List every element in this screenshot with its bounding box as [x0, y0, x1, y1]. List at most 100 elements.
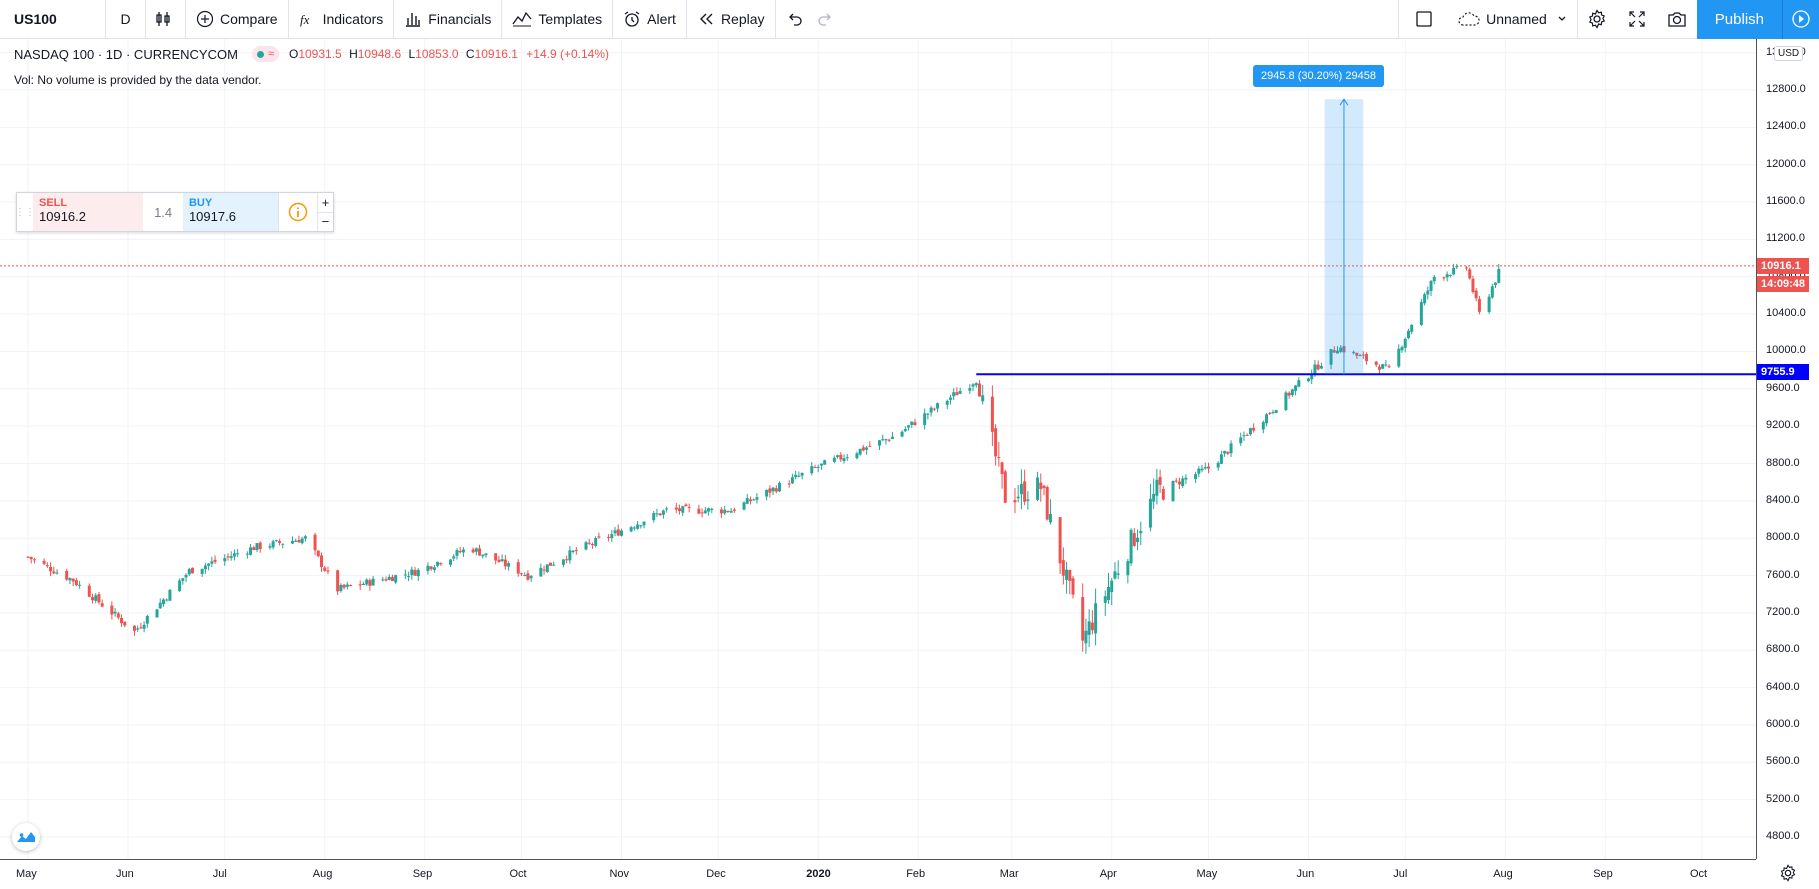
legend-title[interactable]: NASDAQ 100 · 1D · CURRENCYCOM [14, 46, 238, 62]
candle-body [413, 570, 417, 576]
price-tick-label: 7600.0 [1766, 568, 1800, 581]
publish-button[interactable]: Publish [1696, 0, 1782, 39]
candle-body [1361, 354, 1365, 356]
candle-body [278, 540, 282, 543]
low-value: 10853.0 [415, 47, 459, 61]
candle-body [1129, 529, 1133, 564]
settings-button[interactable] [1576, 0, 1617, 39]
candle-body [132, 625, 136, 631]
candle-body [1358, 355, 1362, 357]
indicators-button[interactable]: fx Indicators [289, 0, 395, 39]
candle-body [207, 563, 211, 566]
candle-body [290, 540, 294, 544]
candle-body [658, 513, 662, 516]
candle-body [816, 466, 820, 468]
buy-button[interactable]: BUY 10917.6 [182, 193, 279, 231]
tradingview-logo[interactable] [12, 823, 40, 851]
candle-body [813, 467, 817, 469]
candle-body [1023, 481, 1027, 502]
buy-label: BUY [188, 197, 213, 209]
info-button[interactable] [278, 193, 317, 231]
sell-price: 10916.2 [39, 209, 86, 224]
candle-body [165, 599, 169, 601]
candle-body [1448, 275, 1452, 277]
candle-body [116, 613, 120, 618]
chart-pane[interactable] [0, 39, 1756, 859]
candle-body [774, 488, 778, 492]
delayed-icon: ≈ [267, 48, 274, 60]
market-status-pill[interactable]: ≈ [251, 46, 279, 62]
current-price-tag: 10916.1 [1757, 258, 1809, 274]
candle-body [339, 584, 343, 592]
templates-button[interactable]: Templates [502, 0, 614, 39]
compare-button[interactable]: Compare [186, 0, 289, 39]
candle-body [1061, 560, 1065, 576]
candle-body [778, 482, 782, 492]
currency-button[interactable]: USD [1774, 46, 1804, 61]
price-tick-label: 5200.0 [1766, 792, 1800, 805]
fullscreen-button[interactable] [1617, 0, 1657, 39]
chevron-down-icon [1558, 16, 1566, 21]
candle-body [619, 530, 623, 536]
candle-body [703, 510, 707, 514]
candle-body [52, 571, 56, 574]
layout-select-button[interactable] [1398, 0, 1448, 39]
candle-body [878, 440, 882, 446]
candle-body [1155, 479, 1159, 496]
decrease-button[interactable]: − [321, 214, 330, 230]
candle-body [729, 511, 733, 513]
price-chart[interactable] [0, 39, 1756, 859]
candle-body [1065, 569, 1069, 580]
candle-body [945, 400, 949, 405]
alert-button[interactable]: Alert [613, 0, 687, 39]
close-value: 10916.1 [474, 47, 518, 61]
layout-name-button[interactable]: Unnamed [1448, 0, 1577, 39]
time-tick-label: Apr [1099, 868, 1117, 880]
redo-icon[interactable] [816, 10, 834, 28]
candle-body [597, 536, 601, 538]
candle-body [226, 556, 230, 558]
candle-body [49, 566, 53, 572]
increase-button[interactable]: + [317, 193, 334, 213]
candle-body [900, 431, 904, 437]
candle-body [523, 575, 527, 577]
candle-body [139, 627, 143, 629]
candle-body [1152, 493, 1156, 502]
candle-body [1068, 569, 1072, 581]
candle-body [1016, 496, 1020, 499]
candle-body [190, 567, 194, 574]
chart-type-button[interactable] [146, 0, 186, 39]
undo-icon[interactable] [786, 10, 804, 28]
candle-body [642, 521, 646, 526]
candle-body [1019, 483, 1023, 495]
drag-handle[interactable]: ⋮⋮ [15, 206, 35, 218]
price-axis[interactable]: 13200.012800.012400.012000.011600.011200… [1756, 39, 1819, 859]
publish-video-button[interactable] [1782, 0, 1819, 39]
candle-body [249, 547, 253, 555]
candle-body [1284, 392, 1288, 410]
candle-body [365, 579, 369, 585]
symbol-search-button[interactable]: US100 [0, 0, 106, 39]
sell-button[interactable]: SELL 10916.2 [33, 193, 144, 231]
candle-body [607, 536, 611, 538]
logo-icon [17, 832, 35, 842]
snapshot-button[interactable] [1657, 0, 1697, 39]
candle-body [590, 544, 594, 546]
candle-body [232, 553, 236, 557]
interval-button[interactable]: D [106, 0, 146, 39]
candle-body [474, 548, 478, 552]
candle-body [1206, 466, 1210, 469]
financials-button[interactable]: Financials [394, 0, 503, 39]
countdown-tag: 14:09:48 [1757, 276, 1809, 292]
candle-body [203, 565, 207, 570]
replay-button[interactable]: Replay [687, 0, 776, 39]
candle-body [1465, 267, 1469, 269]
candle-body [1406, 330, 1410, 339]
candle-body [55, 572, 59, 574]
fullscreen-icon [1629, 11, 1645, 27]
measure-label[interactable]: 2945.8 (30.20%) 29458 [1253, 65, 1384, 87]
time-tick-label: Jul [212, 868, 227, 880]
candle-body [1265, 414, 1269, 424]
chart-settings-icon[interactable] [1779, 864, 1797, 882]
time-axis[interactable]: May Jun Jul Aug Sep Oct Nov Dec 2020 Feb Mar Apr May… [0, 859, 1756, 889]
